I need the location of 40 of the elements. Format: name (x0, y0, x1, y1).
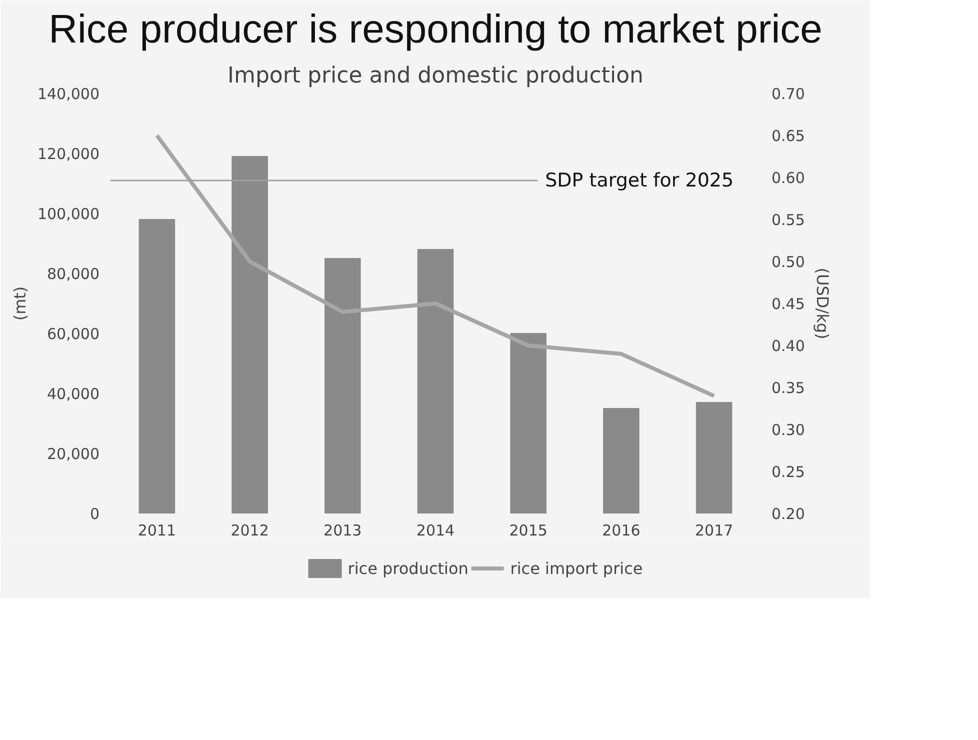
y2-tick-label: 0.50 (772, 253, 805, 271)
y-tick-label: 20,000 (47, 445, 100, 463)
y-tick-label: 120,000 (37, 145, 100, 163)
y-tick-label: 40,000 (47, 385, 100, 403)
y-tick-label: 140,000 (37, 85, 100, 103)
x-tick-label: 2015 (509, 522, 548, 540)
chart-subtitle: Import price and domestic production (228, 64, 644, 88)
y2-tick-label: 0.60 (772, 169, 805, 187)
bar (417, 249, 454, 514)
y2-tick-label: 0.40 (772, 337, 805, 355)
ref-line-label: SDP target for 2025 (545, 170, 734, 192)
y2-axis-title: (USD/kg) (812, 268, 832, 340)
y2-tick-label: 0.65 (772, 127, 805, 145)
y-tick-label: 100,000 (37, 205, 100, 223)
y2-tick-label: 0.25 (772, 463, 805, 481)
y2-tick-label: 0.70 (772, 85, 805, 103)
y2-tick-label: 0.35 (772, 379, 805, 397)
bar (138, 219, 176, 514)
chart-title: Rice producer is responding to market price (48, 8, 822, 52)
y2-tick-label: 0.20 (772, 505, 805, 523)
y-tick-label: 80,000 (47, 265, 100, 283)
bar (324, 258, 361, 514)
y-tick-label: 0 (90, 505, 100, 523)
y-axis-title: (mt) (10, 286, 30, 321)
x-tick-label: 2012 (230, 522, 269, 540)
bar (603, 408, 640, 514)
legend-label: rice import price (510, 559, 643, 578)
legend-label: rice production (348, 559, 468, 578)
y2-tick-label: 0.45 (772, 295, 805, 313)
x-tick-label: 2016 (602, 522, 640, 540)
x-tick-label: 2014 (416, 522, 455, 540)
y2-tick-label: 0.30 (772, 421, 805, 439)
y2-tick-label: 0.55 (772, 211, 805, 229)
x-tick-label: 2017 (694, 522, 734, 540)
bar (510, 333, 546, 514)
x-tick-label: 2013 (324, 522, 362, 540)
bar (696, 402, 732, 514)
bar (232, 156, 268, 514)
y-tick-label: 60,000 (47, 325, 100, 343)
x-tick-label: 2011 (138, 522, 176, 540)
